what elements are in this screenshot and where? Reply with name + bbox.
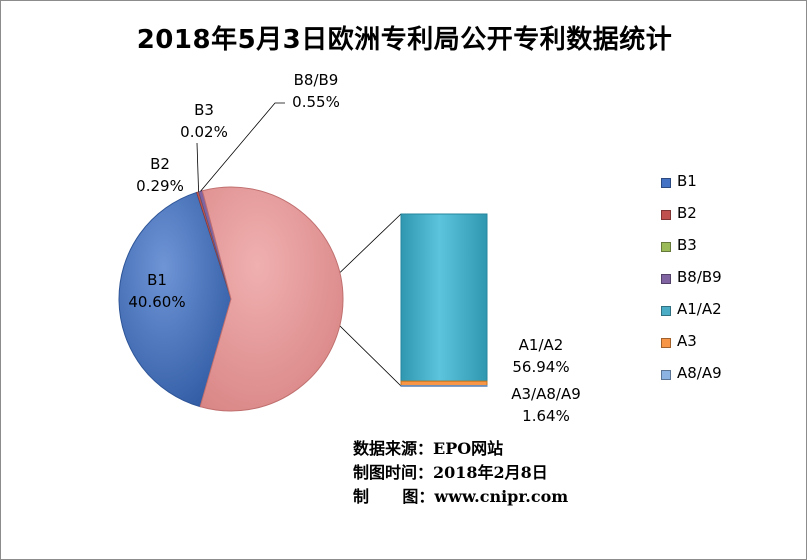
- legend-swatch-b1: [661, 178, 671, 188]
- source-line: 数据来源：EPO网站: [353, 437, 568, 461]
- created-date-line: 制图时间：2018年2月8日: [353, 461, 568, 485]
- label-b1: B140.60%: [119, 269, 195, 313]
- bar-segment-a8a9: [401, 386, 487, 387]
- legend-swatch-a3: [661, 338, 671, 348]
- legend-swatch-a1a2: [661, 306, 671, 316]
- label-a3a8a9: A3/A8/A91.64%: [498, 383, 594, 427]
- label-a1a2: A1/A256.94%: [506, 334, 576, 378]
- author-line: 制 图：www.cnipr.com: [353, 485, 568, 509]
- legend-swatch-a8a9: [661, 370, 671, 380]
- label-b2: B20.29%: [129, 153, 191, 197]
- label-b3: B30.02%: [173, 99, 235, 143]
- bar-segment-a3: [401, 381, 487, 385]
- source-note: 数据来源：EPO网站 制图时间：2018年2月8日 制 图：www.cnipr.…: [353, 437, 568, 509]
- bar-segment-a1a2: [401, 214, 487, 381]
- legend-swatch-b2: [661, 210, 671, 220]
- label-b8b9: B8/B90.55%: [281, 69, 351, 113]
- leader-line-b3: [197, 143, 199, 192]
- legend-swatch-b8b9: [661, 274, 671, 284]
- legend-swatch-b3: [661, 242, 671, 252]
